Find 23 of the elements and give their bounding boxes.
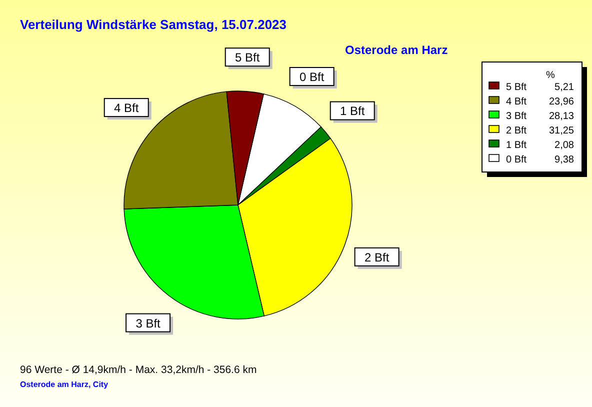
data-label: 28,13	[548, 111, 574, 122]
legend-label: 5 Bft	[506, 82, 527, 93]
text: Osterode am Harz, City	[20, 380, 109, 389]
data-label: 2,08	[554, 140, 574, 151]
slice-label: 4 Bft	[114, 101, 140, 116]
legend-label: 3 Bft	[506, 111, 527, 122]
legend-label: 2 Bft	[506, 126, 527, 136]
chart-subtitle: Osterode am Harz	[345, 43, 448, 57]
slice-label: 3 Bft	[136, 316, 162, 330]
chart-title: Verteilung Windstärke Samstag, 15.07.2023	[20, 17, 287, 32]
legend-title: %	[546, 70, 555, 81]
legend-label: 0 Bft	[506, 154, 527, 166]
slice-label: 1 Bft	[340, 104, 366, 118]
data-label: 23,96	[548, 96, 574, 108]
data-label: 5,21	[554, 82, 574, 93]
legend-label: 4 Bft	[506, 96, 527, 108]
legend-label: 1 Bft	[506, 140, 527, 151]
text: 96 Werte - Ø 14,9km/h - Max. 33,2km/h - 356.6 km	[20, 364, 257, 376]
slice-label: 0 Bft	[299, 70, 325, 84]
data-label: 31,25	[548, 126, 574, 136]
slice-label: 2 Bft	[364, 250, 390, 264]
data-label: 9,38	[554, 154, 574, 166]
slice-label: 5 Bft	[235, 50, 260, 65]
